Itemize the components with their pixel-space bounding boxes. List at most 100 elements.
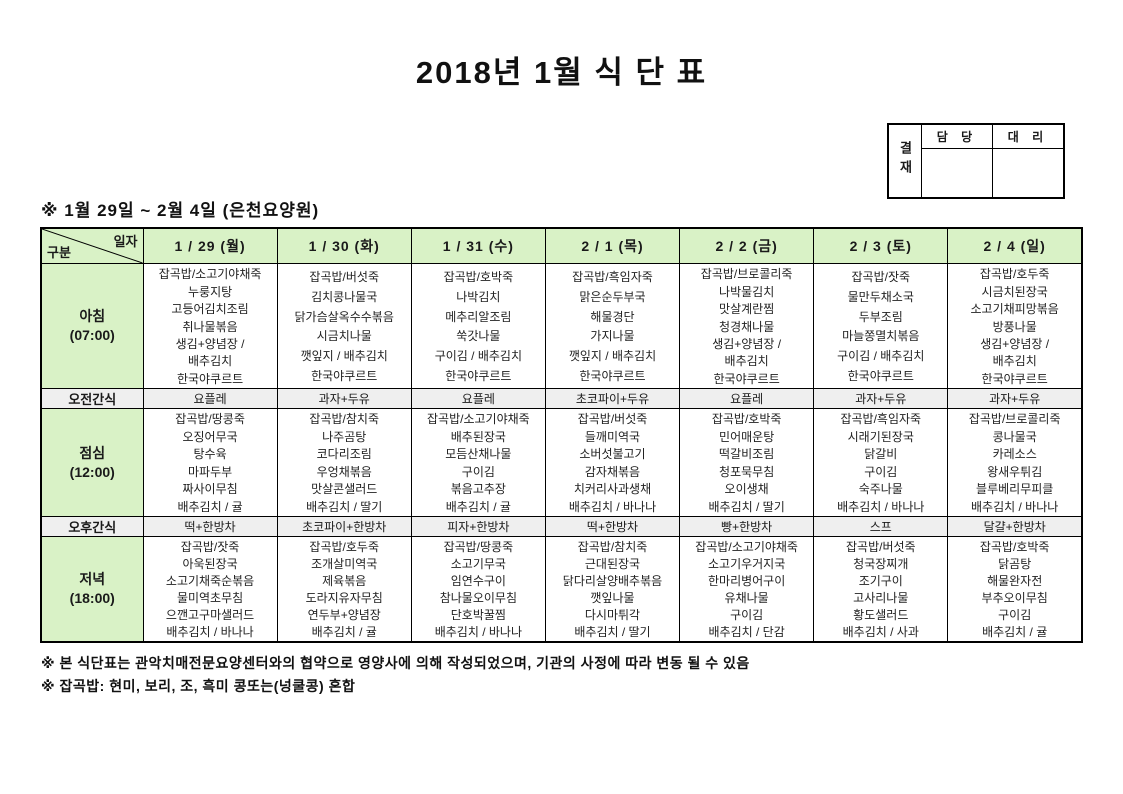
menu-item: 잡곡밥/땅콩죽 bbox=[443, 540, 514, 554]
menu-item: 카레소스 bbox=[992, 447, 1037, 462]
date-range-subtitle: ※ 1월 29일 ~ 2월 4일 (은천요양원) bbox=[41, 201, 320, 220]
date-header: 1 / 29 (월) bbox=[142, 227, 278, 264]
menu-cell: 잡곡밥/흑임자죽 시래기된장국 닭갈비 구이김 숙주나물 배추김치 / 바나나 bbox=[813, 408, 949, 517]
menu-item: 숙주나물 bbox=[858, 482, 903, 497]
menu-item: 구이김 / 배추김치 bbox=[837, 349, 925, 364]
snack-cell: 요플레 bbox=[679, 388, 815, 409]
menu-item: 구이김 bbox=[461, 464, 495, 479]
menu-item: 잡곡밥/브로콜리죽 bbox=[700, 267, 793, 282]
menu-item: 나주곰탕 bbox=[322, 429, 367, 444]
menu-item: 근대된장국 bbox=[584, 557, 641, 571]
snack-cell: 스프 bbox=[813, 516, 949, 537]
menu-cell: 잡곡밥/참치죽 근대된장국 닭다리살양배추볶음 깻잎나물 다시마튀각 배추김치 / 딸기 bbox=[544, 536, 681, 643]
menu-cell-lines: 잡곡밥/소고기야채죽 소고기우거지국 한마리병어구이 유채나물 구이김 배추김치 / 단감 bbox=[680, 538, 813, 640]
menu-item: 단호박꿀찜 bbox=[450, 608, 506, 622]
menu-item: 김치콩나물국 bbox=[311, 289, 378, 304]
menu-table: 일자 구분 1 / 29 (월) 1 / 30 (화) 1 / 31 (수) 2 / … bbox=[40, 227, 1083, 643]
menu-item: 잡곡밥/호박죽 bbox=[711, 412, 782, 427]
menu-item: 잡곡밥/소고기야채죽 bbox=[427, 412, 530, 427]
menu-item: 마파두부 bbox=[187, 464, 233, 479]
menu-cell: 잡곡밥/참치죽 나주곰탕 코다리조림 우엉채볶음 맛살콘샐러드 배추김치 / 딸기 bbox=[276, 408, 412, 517]
snack-cell: 요플레 bbox=[142, 388, 278, 409]
menu-item: 누룽지탕 bbox=[187, 284, 233, 299]
menu-cell: 잡곡밥/버섯죽 들깨미역국 소버섯불고기 감자채볶음 치커리사과생채 배추김치 / 바나나 bbox=[544, 408, 681, 517]
menu-item: 모듬산채나물 bbox=[445, 447, 512, 462]
approval-signature-cell bbox=[992, 148, 1065, 199]
row-pm-snack: 오후간식 떡+한방차 초코파이+한방차 피자+한방차 떡+한방차 빵+한방차 스프 달걀+한방… bbox=[40, 516, 1083, 537]
menu-item: 잡곡밥/호박죽 bbox=[979, 540, 1050, 554]
menu-item: 닭가슴살옥수수볶음 bbox=[294, 309, 394, 324]
menu-item: 해물경단 bbox=[590, 309, 635, 324]
corner-diagonal-line bbox=[42, 229, 143, 263]
approval-header-daeri: 대 리 bbox=[992, 123, 1065, 149]
snack-cell: 초코파이+두유 bbox=[544, 388, 681, 409]
menu-item: 배추김치 / 바나나 bbox=[568, 499, 657, 514]
menu-item: 감자채볶음 bbox=[584, 464, 641, 479]
menu-item: 소고기채죽순볶음 bbox=[165, 574, 255, 588]
menu-item: 조개살미역국 bbox=[311, 557, 378, 571]
menu-item: 구이김 bbox=[730, 608, 764, 622]
menu-item: 배추김치 / 귤 bbox=[177, 499, 243, 514]
menu-item: 한마리병어구이 bbox=[707, 574, 786, 588]
menu-cell: 잡곡밥/소고기야채죽 배추된장국 모듬산채나물 구이김 볶음고추장 배추김치 / 귤 bbox=[410, 408, 546, 517]
menu-item: 배추김치 bbox=[724, 354, 769, 369]
menu-cell: 잡곡밥/호박죽 나박김치 메추리알조림 쑥갓나물 구이김 / 배추김치 한국야쿠르트 bbox=[410, 263, 546, 389]
menu-cell: 잡곡밥/잣죽 물만두채소국 두부조림 마늘쫑멸치볶음 구이김 / 배추김치 한국야쿠르트 bbox=[813, 263, 949, 389]
approval-header-damdang: 담 당 bbox=[921, 123, 993, 149]
menu-item: 배추김치 / 귤 bbox=[982, 625, 1048, 639]
menu-cell-lines: 잡곡밥/호두죽 조개살미역국 제육볶음 도라지유자무침 연두부+양념장 배추김치 / 귤 bbox=[278, 538, 411, 640]
menu-item: 치커리사과생채 bbox=[573, 482, 652, 497]
header-row: 일자 구분 1 / 29 (월) 1 / 30 (화) 1 / 31 (수) 2 / … bbox=[40, 227, 1083, 264]
menu-item: 잡곡밥/버섯죽 bbox=[309, 269, 379, 284]
menu-item: 해물완자전 bbox=[987, 574, 1043, 588]
row-label-breakfast: 아침 (07:00) bbox=[40, 263, 144, 389]
snack-cell: 초코파이+한방차 bbox=[276, 516, 412, 537]
menu-item: 고사리나물 bbox=[853, 591, 909, 605]
row-label-pm-snack: 오후간식 bbox=[40, 516, 144, 537]
menu-cell-lines: 잡곡밥/땅콩죽 소고기무국 임연수구이 참나물오이무침 단호박꿀찜 배추김치 / 바나나 bbox=[412, 538, 545, 640]
menu-item: 소버섯불고기 bbox=[579, 447, 646, 462]
corner-label-category: 구분 bbox=[47, 245, 71, 260]
menu-item: 생김+양념장 / bbox=[175, 336, 245, 351]
menu-item: 제육볶음 bbox=[322, 574, 367, 588]
menu-item: 깻잎지 / 배추김치 bbox=[568, 349, 657, 364]
menu-item: 오징어무국 bbox=[182, 429, 238, 444]
menu-item: 배추김치 / 바나나 bbox=[971, 499, 1059, 514]
menu-cell-lines: 잡곡밥/소고기야채죽 누룽지탕 고등어김치조림 취나물볶음 생김+양념장 / 배추김치 한국… bbox=[144, 265, 277, 387]
menu-cell: 잡곡밥/호두죽 조개살미역국 제육볶음 도라지유자무침 연두부+양념장 배추김치 / 귤 bbox=[276, 536, 412, 643]
menu-item: 떡갈비조림 bbox=[719, 447, 775, 462]
menu-item: 방풍나물 bbox=[992, 319, 1037, 334]
menu-item: 잡곡밥/흑임자죽 bbox=[572, 269, 653, 284]
menu-item: 배추김치 / 딸기 bbox=[306, 499, 383, 514]
menu-cell: 잡곡밥/호두죽 시금치된장국 소고기채피망볶음 방풍나물 생김+양념장 / 배추김치 한국야… bbox=[947, 263, 1083, 389]
menu-cell-lines: 잡곡밥/버섯죽 들깨미역국 소버섯불고기 감자채볶음 치커리사과생채 배추김치 / 바나나 bbox=[546, 410, 679, 515]
menu-item: 조기구이 bbox=[858, 574, 903, 588]
menu-item: 참나물오이무침 bbox=[439, 591, 517, 605]
menu-item: 배추김치 / 단감 bbox=[708, 625, 785, 639]
menu-item: 아욱된장국 bbox=[182, 557, 238, 571]
date-header: 2 / 3 (토) bbox=[813, 227, 949, 264]
menu-item: 청국장찌개 bbox=[853, 557, 909, 571]
snack-cell: 달걀+한방차 bbox=[947, 516, 1083, 537]
menu-item: 물미역초무침 bbox=[176, 591, 244, 605]
corner-cell: 일자 구분 bbox=[40, 227, 144, 264]
menu-item: 배추김치 bbox=[187, 354, 233, 369]
menu-item: 닭다리살양배추볶음 bbox=[562, 574, 663, 588]
snack-cell: 과자+두유 bbox=[813, 388, 949, 409]
menu-item: 잡곡밥/버섯죽 bbox=[577, 412, 648, 427]
corner-label-date: 일자 bbox=[113, 234, 138, 249]
row-label-time: (07:00) bbox=[69, 327, 115, 343]
footnote-1: ※ 본 식단표는 관악치매전문요양센터와의 협약으로 영양사에 의해 작성되었으… bbox=[41, 655, 750, 671]
menu-item: 취나물볶음 bbox=[182, 319, 238, 334]
menu-item: 배추김치 / 바나나 bbox=[434, 625, 522, 639]
row-label-text: 오전간식 bbox=[68, 392, 117, 407]
menu-item: 콩나물국 bbox=[992, 429, 1037, 444]
menu-item: 으깬고구마샐러드 bbox=[165, 608, 255, 622]
menu-item: 나박김치 bbox=[456, 289, 501, 304]
menu-item: 볶음고추장 bbox=[450, 482, 506, 497]
menu-cell-lines: 잡곡밥/땅콩죽 오징어무국 탕수육 마파두부 짜사이무침 배추김치 / 귤 bbox=[144, 410, 277, 515]
row-label-time: (18:00) bbox=[69, 590, 115, 606]
menu-cell-lines: 잡곡밥/잣죽 아욱된장국 소고기채죽순볶음 물미역초무침 으깬고구마샐러드 배추김치 / … bbox=[144, 538, 277, 640]
menu-item: 한국야쿠르트 bbox=[176, 371, 244, 386]
menu-item: 잡곡밥/버섯죽 bbox=[845, 540, 916, 554]
